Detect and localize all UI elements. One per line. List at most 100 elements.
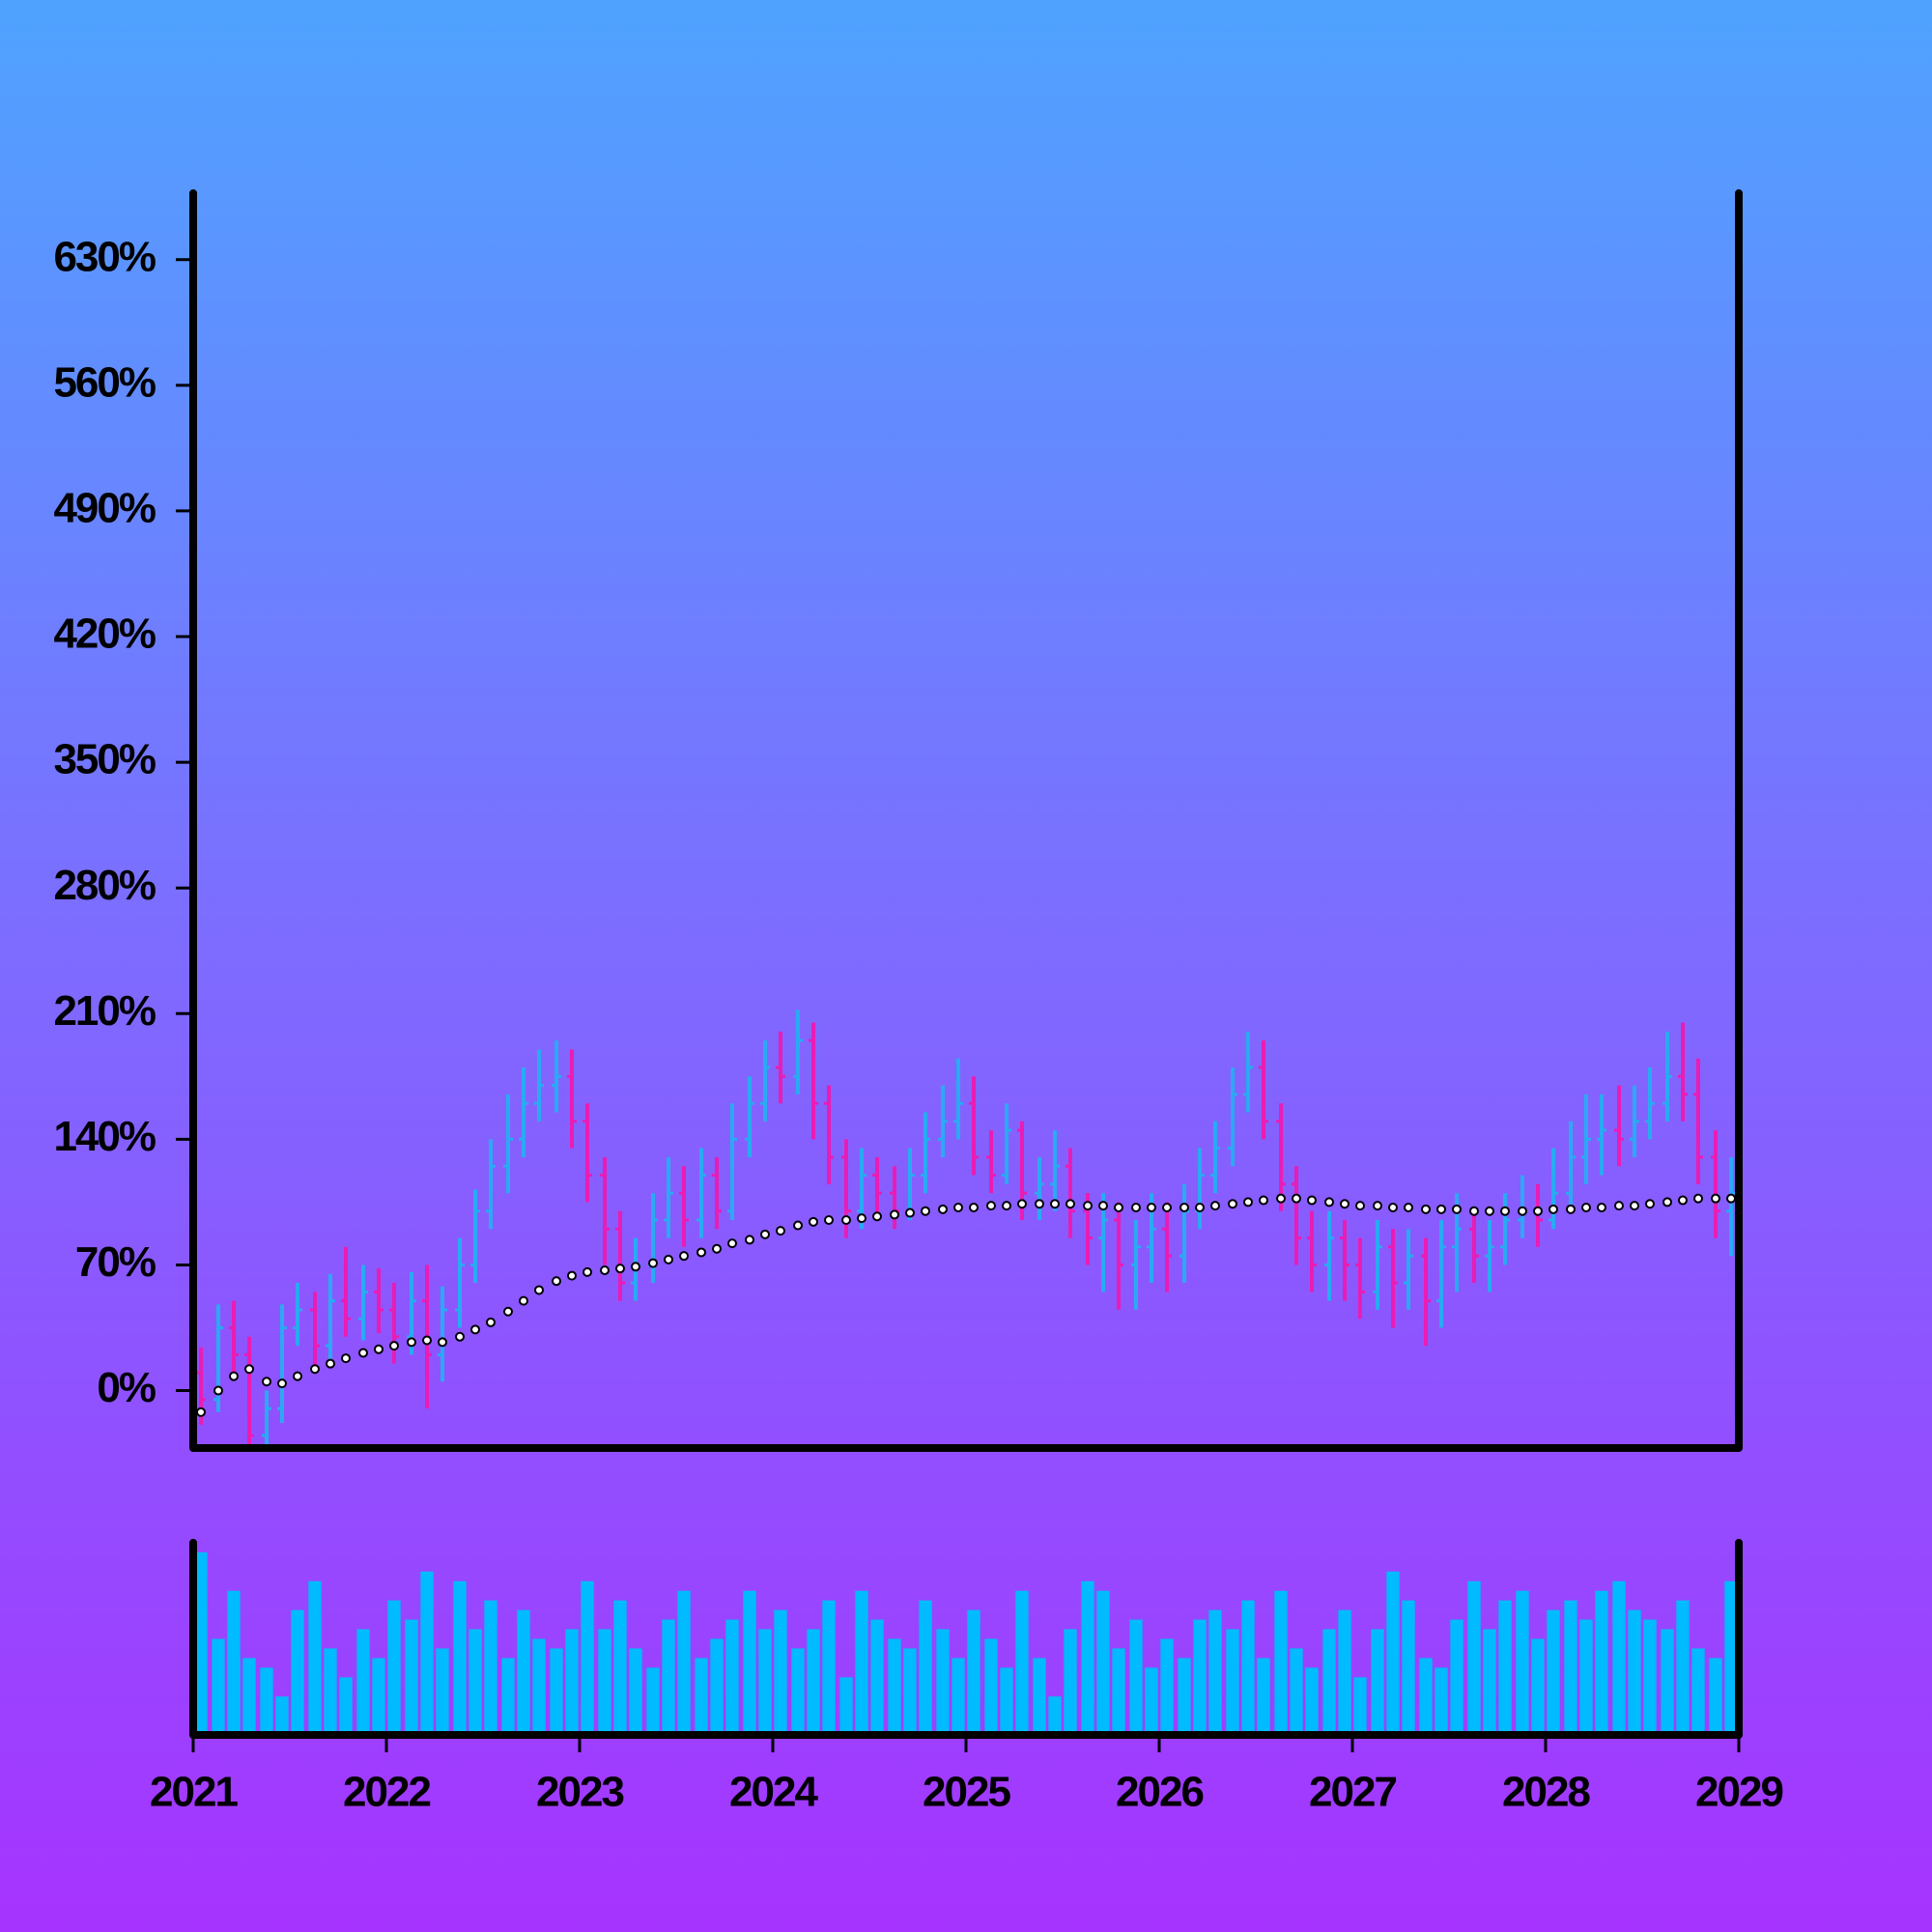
volume-bar [984, 1638, 998, 1735]
ma-dot [1114, 1202, 1123, 1212]
ma-dot [1147, 1202, 1156, 1212]
ma-dot [890, 1209, 899, 1220]
ma-dot [244, 1364, 254, 1375]
volume-bar [1353, 1677, 1367, 1735]
ma-dot [986, 1201, 996, 1211]
volume-bar [1129, 1619, 1143, 1735]
volume-bar [695, 1658, 708, 1735]
ma-dot [809, 1216, 818, 1227]
ma-dot [1421, 1204, 1431, 1214]
volume-bar [1290, 1648, 1303, 1735]
volume-bar [1145, 1667, 1158, 1735]
ma-dot [1324, 1197, 1334, 1208]
x-tick-label: 2028 [1502, 1769, 1590, 1816]
volume-bar [710, 1638, 724, 1735]
ma-dot [1083, 1201, 1093, 1211]
ma-dot [262, 1377, 271, 1387]
volume-bar [919, 1600, 932, 1735]
x-tick-label: 2025 [923, 1769, 1010, 1816]
ma-dot [631, 1262, 640, 1272]
ma-dot [310, 1364, 320, 1375]
volume-bar [1274, 1590, 1288, 1735]
volume-bar [1112, 1648, 1125, 1735]
ma-dot [1711, 1193, 1720, 1204]
volume-bar [613, 1600, 627, 1735]
volume-bar [870, 1619, 884, 1735]
ma-dot [438, 1337, 447, 1348]
volume-bar [1661, 1629, 1674, 1735]
ma-dot [196, 1406, 206, 1417]
volume-bar [212, 1638, 225, 1735]
volume-bar [1305, 1667, 1319, 1735]
ma-dot [1436, 1204, 1446, 1214]
ma-dot [1614, 1201, 1624, 1211]
volume-bar [1516, 1590, 1529, 1735]
volume-bar [1000, 1667, 1013, 1735]
ma-dot [1693, 1193, 1703, 1204]
volume-bar [1193, 1619, 1207, 1735]
ma-dot [1210, 1201, 1220, 1211]
ma-dot [1518, 1206, 1527, 1216]
ma-dot [824, 1214, 834, 1225]
y-tick-label: 420% [53, 611, 155, 658]
ma-dot [470, 1324, 480, 1335]
ma-dot [1566, 1204, 1576, 1214]
volume-bar [501, 1658, 515, 1735]
ma-dot [1179, 1202, 1189, 1212]
volume-bar [1371, 1629, 1384, 1735]
volume-bar [725, 1619, 739, 1735]
volume-bar [194, 1551, 208, 1735]
ma-dot [1098, 1201, 1108, 1211]
volume-bar [822, 1600, 836, 1735]
volume-bar [405, 1619, 418, 1735]
ma-dot [486, 1317, 496, 1327]
ma-dot [1131, 1202, 1141, 1212]
ma-dot [938, 1204, 948, 1214]
ma-dot [1533, 1206, 1543, 1216]
volume-bar [436, 1648, 449, 1735]
volume-bar [308, 1580, 322, 1735]
volume-bar [1402, 1600, 1415, 1735]
volume-bar [1208, 1609, 1222, 1735]
ma-dot [1469, 1206, 1479, 1216]
x-tick-label: 2022 [343, 1769, 430, 1816]
volume-bar [324, 1648, 337, 1735]
volume-bar [662, 1619, 675, 1735]
ma-dot [615, 1264, 625, 1274]
x-tick-label: 2029 [1695, 1769, 1782, 1816]
ma-dot [1195, 1202, 1205, 1212]
volume-bar [839, 1677, 853, 1735]
ma-dot [1276, 1193, 1286, 1204]
volume-bar [517, 1609, 530, 1735]
volume-bar [1612, 1580, 1626, 1735]
ma-dot [1050, 1199, 1060, 1209]
volume-bar [1257, 1658, 1270, 1735]
volume-bar [1498, 1600, 1512, 1735]
ma-dot [921, 1206, 930, 1216]
volume-bar [936, 1629, 950, 1735]
ma-dot [1259, 1195, 1268, 1206]
ma-dot [326, 1358, 335, 1369]
ma-dot [293, 1371, 302, 1381]
y-tick-label: 630% [53, 233, 155, 280]
volume-bar [1081, 1580, 1094, 1735]
volume-bar [903, 1648, 917, 1735]
volume-bar [484, 1600, 497, 1735]
y-tick-label: 280% [53, 862, 155, 909]
volume-bar [420, 1571, 434, 1735]
volume-bar [1709, 1658, 1722, 1735]
ma-dot [712, 1243, 722, 1254]
y-tick-label: 140% [53, 1113, 155, 1160]
volume-bar [1450, 1619, 1463, 1735]
volume-bar [758, 1629, 772, 1735]
volume-bar [1241, 1600, 1255, 1735]
volume-bar [1322, 1629, 1336, 1735]
ma-dot [648, 1258, 658, 1268]
y-tick-label: 0% [97, 1364, 155, 1411]
ma-dot [1645, 1199, 1655, 1209]
x-tick-label: 2027 [1309, 1769, 1396, 1816]
ma-dot [905, 1208, 915, 1218]
ma-dot [1485, 1206, 1494, 1216]
ma-dot [1500, 1206, 1510, 1216]
